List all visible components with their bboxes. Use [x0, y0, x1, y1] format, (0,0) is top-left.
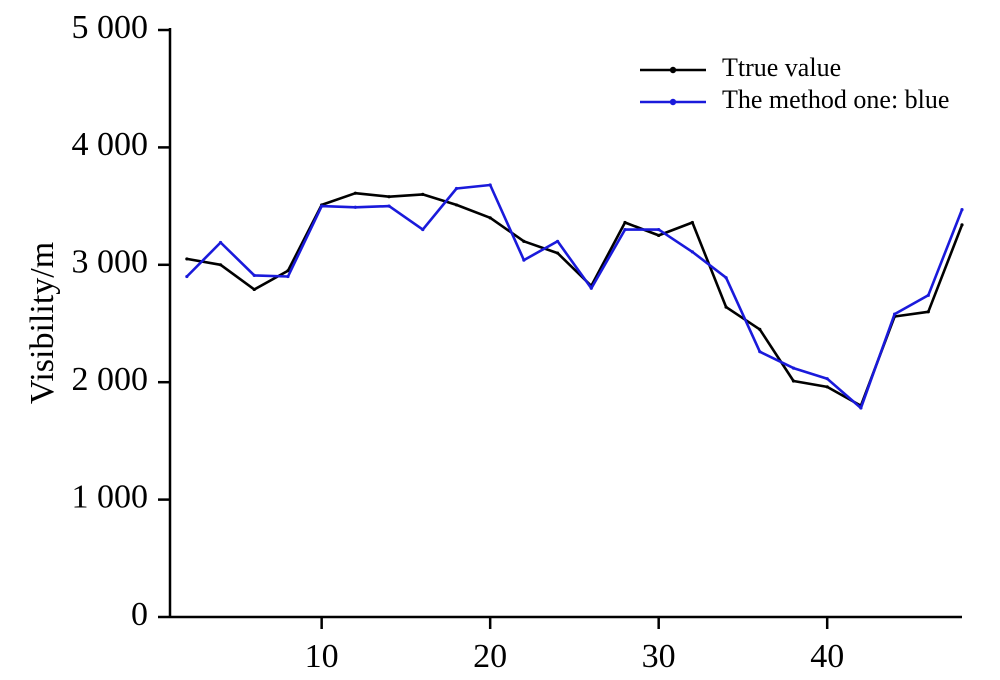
data-point	[185, 274, 189, 279]
data-point	[185, 257, 189, 261]
data-point	[859, 406, 863, 410]
legend-marker	[669, 66, 677, 74]
x-tick-label: 10	[305, 638, 339, 675]
data-point	[758, 327, 762, 331]
x-tick-label: 40	[810, 638, 844, 675]
y-tick-label: 5 000	[72, 9, 149, 46]
data-point	[387, 204, 391, 208]
data-point	[926, 310, 930, 314]
y-axis-title: Visibility/m	[24, 242, 61, 404]
series-line	[185, 183, 964, 410]
data-point	[892, 312, 897, 316]
data-point	[690, 220, 694, 225]
data-point	[589, 286, 593, 290]
data-point	[791, 366, 796, 370]
data-point	[353, 205, 357, 209]
legend-marker	[669, 98, 677, 106]
data-point	[252, 287, 256, 292]
legend-entry: Ttrue value	[640, 53, 841, 82]
data-point	[555, 251, 560, 255]
data-point	[926, 293, 930, 297]
data-point	[758, 350, 762, 354]
data-point	[555, 239, 560, 243]
data-point	[724, 276, 728, 280]
series-line	[186, 191, 964, 408]
y-tick-label: 0	[131, 596, 148, 633]
x-tick-label: 20	[473, 638, 507, 675]
data-point	[960, 223, 964, 227]
axes	[168, 28, 962, 619]
data-point	[454, 203, 459, 207]
data-point	[791, 379, 796, 383]
data-point	[488, 183, 492, 187]
data-point	[454, 186, 459, 191]
data-point	[522, 258, 526, 262]
data-point	[353, 191, 357, 195]
data-point	[320, 204, 324, 208]
series-layer	[185, 183, 964, 410]
data-point	[286, 269, 290, 273]
legend: Ttrue value The method one: blue	[640, 53, 949, 114]
data-point	[690, 250, 694, 254]
y-tick-label: 1 000	[72, 478, 149, 515]
data-point	[421, 192, 425, 196]
data-point	[724, 305, 728, 309]
x-tick-label: 30	[642, 638, 676, 675]
y-axis-ticks: 0 1 000 2 000 3 000 4 000 5 000	[72, 9, 170, 633]
legend-label: The method one: blue	[722, 85, 949, 114]
data-point	[825, 385, 829, 389]
data-point	[252, 273, 256, 277]
data-point	[657, 227, 661, 232]
data-point	[218, 240, 223, 245]
data-point	[387, 195, 391, 199]
series-2	[185, 183, 964, 410]
data-point	[522, 239, 526, 243]
y-tick-label: 3 000	[72, 244, 149, 281]
data-point	[623, 220, 627, 225]
legend-label: Ttrue value	[722, 53, 841, 82]
x-axis-ticks: 10 20 30 40	[305, 617, 844, 675]
data-point	[421, 227, 425, 232]
data-point	[286, 274, 290, 279]
series-1	[185, 191, 964, 408]
data-point	[960, 208, 964, 212]
legend-entry: The method one: blue	[640, 85, 949, 114]
y-tick-label: 2 000	[72, 361, 149, 398]
data-point	[825, 377, 829, 381]
data-point	[657, 233, 661, 238]
data-point	[218, 263, 223, 267]
y-tick-label: 4 000	[72, 126, 149, 163]
data-point	[488, 216, 492, 220]
data-point	[623, 227, 627, 232]
